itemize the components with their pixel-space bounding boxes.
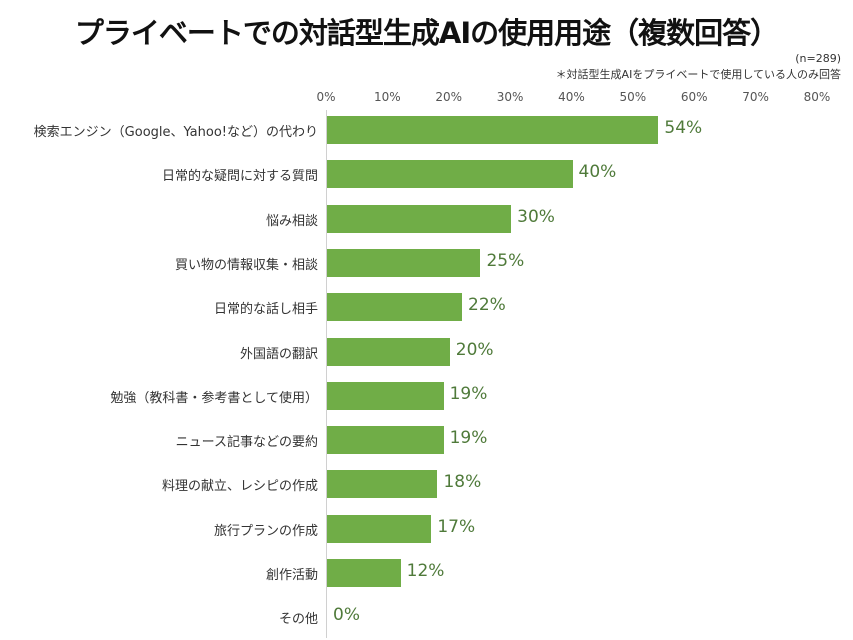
bar: [327, 426, 444, 455]
category-label: ニュース記事などの要約: [175, 435, 318, 451]
footnote: ＊対話型生成AIをプライベートで使用している人のみ回答: [555, 68, 841, 81]
category-label: 旅行プランの作成: [213, 523, 318, 539]
value-label: 40%: [578, 162, 617, 183]
category-label: 外国語の翻訳: [239, 346, 318, 362]
x-tick-label: 20%: [435, 90, 463, 104]
bar: [327, 514, 432, 543]
bar-row: 旅行プランの作成 17%: [0, 507, 853, 551]
value-label: 0%: [333, 605, 360, 626]
bar-row: 日常的な疑問に対する質問 40%: [0, 152, 853, 196]
category-label: 勉強（教科書・参考書として使用）: [110, 390, 318, 406]
bar: [327, 293, 463, 322]
bar-row: 料理の献立、レシピの作成 18%: [0, 462, 853, 506]
value-label: 18%: [443, 472, 482, 493]
x-tick-label: 80%: [803, 90, 831, 104]
bar: [327, 204, 512, 233]
category-label: 悩み相談: [265, 213, 318, 229]
value-label: 12%: [406, 561, 445, 581]
x-tick-label: 10%: [374, 90, 401, 104]
category-label: 料理の献立、レシピの作成: [161, 479, 318, 495]
bar-row: その他 0%: [0, 595, 853, 639]
category-label: 検索エンジン（Google、Yahoo!など）の代わり: [33, 125, 318, 140]
bar-row: 外国語の翻訳 20%: [0, 330, 853, 374]
y-axis-line: [326, 110, 327, 638]
x-tick-label: 30%: [496, 90, 524, 104]
value-label: 19%: [449, 383, 488, 404]
bar-row: 勉強（教科書・参考書として使用） 19%: [0, 374, 853, 418]
bar-row: 検索エンジン（Google、Yahoo!など）の代わり 54%: [0, 108, 853, 152]
value-label: 20%: [455, 339, 494, 360]
bar: [327, 381, 444, 410]
bar-row: ニュース記事などの要約 19%: [0, 418, 853, 462]
x-tick-label: 60%: [680, 90, 708, 104]
bar: [327, 248, 481, 277]
category-label: 創作活動: [265, 568, 318, 583]
x-tick-label: 0%: [316, 90, 336, 104]
value-label: 54%: [664, 118, 703, 138]
value-label: 25%: [486, 250, 525, 271]
sample-size-note: (n=289): [795, 52, 841, 65]
value-label: 17%: [437, 516, 476, 537]
category-label: 日常的な疑問に対する質問: [161, 169, 318, 185]
value-label: 22%: [468, 295, 506, 316]
bar: [327, 160, 573, 189]
x-tick-label: 70%: [742, 90, 769, 104]
bar-row: 悩み相談 30%: [0, 197, 853, 241]
x-tick-label: 50%: [619, 90, 647, 104]
bar: [327, 116, 659, 144]
bar: [327, 559, 401, 587]
x-axis: 0% 10% 20% 30% 40% 50% 60% 70% 80%: [316, 90, 846, 110]
value-label: 30%: [517, 206, 555, 227]
category-label: 日常的な話し相手: [213, 302, 318, 318]
category-label: 買い物の情報収集・相談: [174, 257, 318, 273]
value-label: 19%: [449, 428, 488, 449]
chart-title: プライベートでの対話型生成AIの使用用途（複数回答）: [74, 16, 779, 50]
bar-row: 日常的な話し相手 22%: [0, 285, 853, 329]
category-label: その他: [278, 612, 318, 628]
bar-row: 創作活動 12%: [0, 551, 853, 595]
bar: [327, 470, 438, 499]
x-tick-label: 40%: [558, 90, 585, 104]
bar: [327, 337, 450, 366]
bar-row: 買い物の情報収集・相談 25%: [0, 241, 853, 285]
